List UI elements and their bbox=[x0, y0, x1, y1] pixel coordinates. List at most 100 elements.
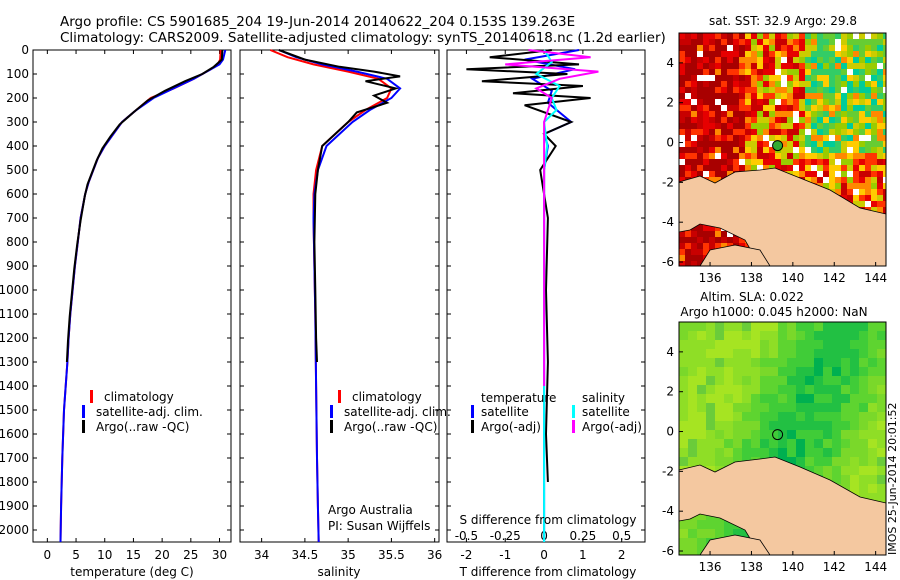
heatmap-cell bbox=[832, 349, 841, 358]
heatmap-cell bbox=[715, 57, 721, 63]
heatmap-cell bbox=[883, 105, 886, 111]
legend-heading-salinity: salinity bbox=[582, 391, 625, 405]
heatmap-cell bbox=[847, 105, 853, 111]
heatmap-cell bbox=[823, 331, 832, 340]
heatmap-cell bbox=[859, 394, 868, 403]
heatmap-cell bbox=[733, 430, 742, 439]
salinity-depth-ticks bbox=[240, 49, 439, 531]
heatmap-cell bbox=[697, 87, 703, 93]
depth-tick-label: 600 bbox=[6, 187, 29, 201]
heatmap-cell bbox=[757, 57, 763, 63]
x-tick-label: 1 bbox=[579, 548, 587, 562]
heatmap-cell bbox=[841, 159, 847, 165]
heatmap-cell bbox=[709, 45, 715, 51]
heatmap-cell bbox=[691, 165, 697, 171]
heatmap-cell bbox=[823, 45, 829, 51]
heatmap-cell bbox=[733, 394, 742, 403]
heatmap-cell bbox=[709, 57, 715, 63]
heatmap-cell bbox=[799, 75, 805, 81]
heatmap-cell bbox=[751, 153, 757, 159]
heatmap-cell bbox=[871, 207, 877, 213]
heatmap-cell bbox=[877, 129, 883, 135]
heatmap-cell bbox=[745, 63, 751, 69]
heatmap-cell bbox=[883, 45, 886, 51]
heatmap-cell bbox=[721, 147, 727, 153]
heatmap-cell bbox=[706, 385, 715, 394]
heatmap-cell bbox=[883, 81, 886, 87]
heatmap-cell bbox=[823, 57, 829, 63]
heatmap-cell bbox=[709, 69, 715, 75]
heatmap-cell bbox=[733, 439, 742, 448]
heatmap-cell bbox=[727, 231, 733, 237]
heatmap-cell bbox=[847, 99, 853, 105]
heatmap-cell bbox=[805, 81, 811, 87]
heatmap-cell bbox=[868, 439, 877, 448]
heatmap-cell bbox=[691, 75, 697, 81]
heatmap-cell bbox=[805, 99, 811, 105]
heatmap-cell bbox=[805, 385, 814, 394]
heatmap-cell bbox=[859, 171, 865, 177]
sst-land bbox=[679, 167, 886, 266]
heatmap-cell bbox=[751, 93, 757, 99]
heatmap-cell bbox=[757, 51, 763, 57]
heatmap-cell bbox=[733, 358, 742, 367]
heatmap-cell bbox=[778, 439, 787, 448]
heatmap-cell bbox=[697, 331, 706, 340]
heatmap-cell bbox=[847, 93, 853, 99]
heatmap-cell bbox=[871, 69, 877, 75]
heatmap-cell bbox=[733, 45, 739, 51]
heatmap-cell bbox=[709, 63, 715, 69]
heatmap-cell bbox=[781, 45, 787, 51]
heatmap-cell bbox=[688, 340, 697, 349]
heatmap-cell bbox=[811, 129, 817, 135]
heatmap-cell bbox=[679, 171, 685, 177]
heatmap-cell bbox=[697, 457, 706, 466]
heatmap-cell bbox=[715, 81, 721, 87]
heatmap-cell bbox=[721, 171, 727, 177]
s-diff-tick-label: -0.25 bbox=[490, 529, 521, 543]
heatmap-cell bbox=[679, 385, 688, 394]
heatmap-cell bbox=[760, 421, 769, 430]
heatmap-cell bbox=[751, 81, 757, 87]
depth-tick-label: 900 bbox=[6, 259, 29, 273]
heatmap-cell bbox=[742, 322, 751, 331]
heatmap-cell bbox=[817, 111, 823, 117]
heatmap-cell bbox=[817, 81, 823, 87]
heatmap-cell bbox=[859, 129, 865, 135]
heatmap-cell bbox=[883, 129, 886, 135]
heatmap-cell bbox=[679, 81, 685, 87]
heatmap-cell bbox=[739, 99, 745, 105]
heatmap-cell bbox=[751, 412, 760, 421]
heatmap-cell bbox=[805, 457, 814, 466]
heatmap-cell bbox=[877, 340, 886, 349]
heatmap-cell bbox=[871, 45, 877, 51]
heatmap-cell bbox=[757, 123, 763, 129]
heatmap-cell bbox=[787, 331, 796, 340]
heatmap-cell bbox=[769, 69, 775, 75]
heatmap-cell bbox=[865, 63, 871, 69]
heatmap-cell bbox=[829, 51, 835, 57]
heatmap-cell bbox=[799, 147, 805, 153]
heatmap-cell bbox=[724, 322, 733, 331]
heatmap-cell bbox=[751, 322, 760, 331]
heatmap-cell bbox=[859, 484, 868, 493]
heatmap-cell bbox=[691, 33, 697, 39]
heatmap-cell bbox=[823, 33, 829, 39]
heatmap-cell bbox=[883, 69, 886, 75]
heatmap-cell bbox=[769, 123, 775, 129]
northern-australia-landmass bbox=[699, 534, 771, 555]
heatmap-cell bbox=[847, 189, 853, 195]
heatmap-cell bbox=[679, 261, 685, 266]
heatmap-cell bbox=[691, 129, 697, 135]
heatmap-cell bbox=[859, 111, 865, 117]
heatmap-cell bbox=[787, 448, 796, 457]
heatmap-cell bbox=[787, 385, 796, 394]
heatmap-cell bbox=[796, 349, 805, 358]
map-x-tick-label: 138 bbox=[740, 560, 763, 574]
heatmap-cell bbox=[868, 466, 877, 475]
heatmap-cell bbox=[727, 117, 733, 123]
heatmap-cell bbox=[709, 177, 715, 183]
heatmap-cell bbox=[796, 412, 805, 421]
heatmap-cell bbox=[865, 183, 871, 189]
heatmap-cell bbox=[811, 81, 817, 87]
